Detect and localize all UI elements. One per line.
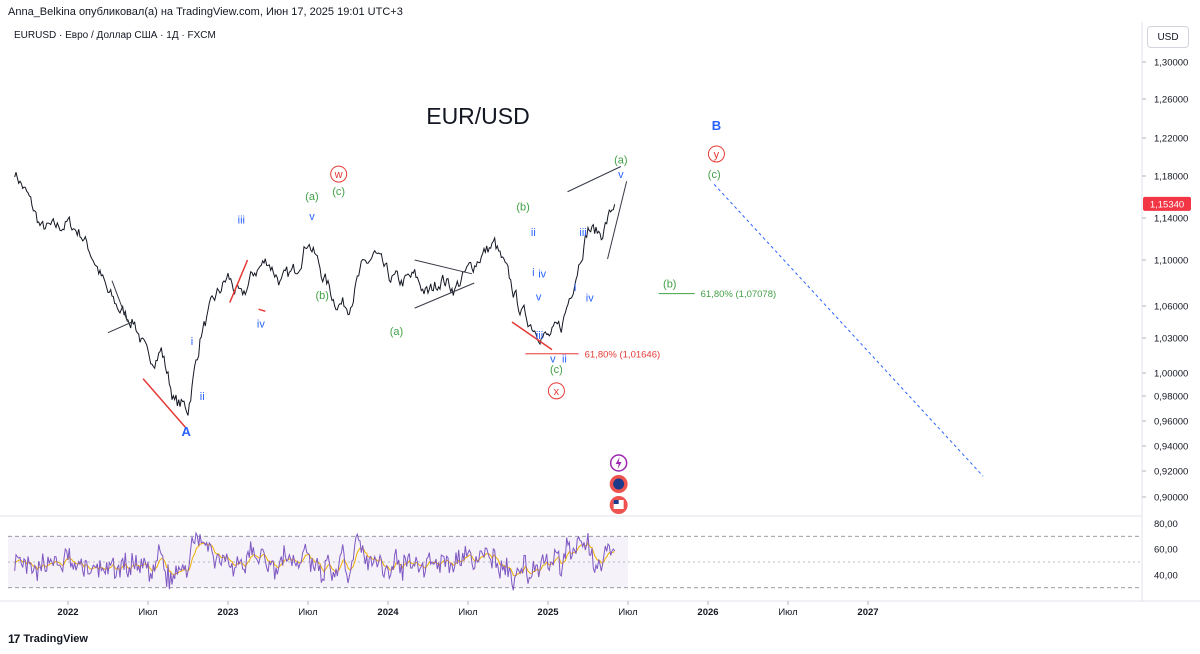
time-tick-label: 2026 xyxy=(697,607,718,618)
wave-c-trendline xyxy=(511,321,553,351)
wave-label: iii xyxy=(536,330,543,342)
wave-label: iv xyxy=(586,292,594,304)
flag-upper-line xyxy=(111,280,129,323)
wave-label: iv xyxy=(538,268,546,280)
wave-label: (a) xyxy=(390,326,403,338)
price-tick-label: 1,10000 xyxy=(1154,256,1188,267)
wave-label: (a) xyxy=(305,191,318,203)
wedge-upper-line xyxy=(567,166,622,193)
rsi-tick-label: 40,00 xyxy=(1154,570,1178,581)
wave-label: v xyxy=(536,291,542,303)
wave-label-circle xyxy=(330,165,348,183)
wave-label-circle xyxy=(707,145,725,163)
rsi-line xyxy=(14,531,616,591)
publish-line: Anna_Belkina опубликовал(а) на TradingVi… xyxy=(8,6,403,18)
rsi-tick-label: 60,00 xyxy=(1154,545,1178,556)
wave-label: y xyxy=(714,149,720,161)
price-tick-label: 1,26000 xyxy=(1154,95,1188,106)
rsi-tick-label: 80,00 xyxy=(1154,519,1178,530)
fib-level-label: 61,80% (1,01646) xyxy=(585,349,661,360)
price-tick-label: 1,03000 xyxy=(1154,334,1188,345)
price-series-line xyxy=(14,172,616,416)
wedge-lower-line xyxy=(607,181,628,260)
wave-label: i xyxy=(191,336,193,348)
price-tick-label: 0,92000 xyxy=(1154,467,1188,478)
price-tick-label: 1,18000 xyxy=(1154,172,1188,183)
triangle-upper-line xyxy=(414,259,473,275)
wave-label: (b) xyxy=(516,202,529,214)
wave-label: (c) xyxy=(550,364,563,376)
wave-label: ii xyxy=(562,354,567,366)
time-tick-label: 2022 xyxy=(57,607,78,618)
triangle-lower-line xyxy=(414,282,475,309)
wave-label: (b) xyxy=(663,279,676,291)
wave-label: i xyxy=(574,282,576,294)
currency-button[interactable]: USD xyxy=(1147,26,1189,48)
wave-label: B xyxy=(712,118,721,133)
flag-lower-line xyxy=(107,321,133,334)
lightning-icon xyxy=(609,454,628,472)
wave-label: A xyxy=(182,424,192,439)
fib-level-label: 61,80% (1,07078) xyxy=(701,289,777,300)
price-tick-label: 0,90000 xyxy=(1154,493,1188,504)
rsi-ma-line xyxy=(14,541,615,577)
price-tick-label: 1,22000 xyxy=(1154,134,1188,145)
wave-label: (c) xyxy=(332,186,345,198)
price-tick-label: 0,96000 xyxy=(1154,417,1188,428)
wave-iii-trendline xyxy=(229,259,249,303)
wave-label: (b) xyxy=(315,290,328,302)
wave-label: iv xyxy=(257,318,265,330)
time-tick-label: Июл xyxy=(618,607,637,618)
wave-a-trendline xyxy=(142,378,186,428)
wave-label-circle xyxy=(547,382,565,400)
time-tick-label: 2023 xyxy=(217,607,238,618)
flag-icon xyxy=(609,475,628,493)
wave-label: ii xyxy=(200,391,205,403)
wave-label: w xyxy=(334,169,343,181)
tradingview-logo-icon: 17 xyxy=(8,632,20,646)
price-tick-label: 1,06000 xyxy=(1154,302,1188,313)
brand-label: TradingView xyxy=(23,633,88,645)
wave-label: (a) xyxy=(614,155,627,167)
last-price-label: 1,15340 xyxy=(1150,199,1184,210)
wave-label: (c) xyxy=(708,169,721,181)
time-tick-label: 2025 xyxy=(537,607,559,618)
time-tick-label: Июл xyxy=(298,607,317,618)
wave-label: iii xyxy=(238,214,245,226)
tradingview-brand[interactable]: 17 TradingView xyxy=(8,632,88,646)
price-tick-label: 1,30000 xyxy=(1154,58,1188,69)
wave-label: v xyxy=(550,354,556,366)
price-tick-label: 1,14000 xyxy=(1154,214,1188,225)
time-tick-label: 2027 xyxy=(857,607,878,618)
symbol-title: EURUSD · Евро / Доллар США · 1Д · FXCM xyxy=(14,30,216,41)
last-price-tag xyxy=(1143,196,1191,211)
price-tick-label: 0,94000 xyxy=(1154,442,1188,453)
wave-label: x xyxy=(554,386,560,398)
wave-iv-trendline xyxy=(258,308,266,313)
projection-line xyxy=(713,184,984,477)
time-tick-label: 2024 xyxy=(377,607,399,618)
wave-label: v xyxy=(309,211,315,223)
time-tick-label: Июл xyxy=(778,607,797,618)
price-tick-label: 1,00000 xyxy=(1154,369,1188,380)
wave-label: v xyxy=(618,169,624,181)
us-flag-icon xyxy=(609,496,628,514)
wave-label: ii xyxy=(531,227,536,239)
wave-label: iii xyxy=(579,227,586,239)
wave-label: i xyxy=(532,267,534,279)
price-tick-label: 0,98000 xyxy=(1154,392,1188,403)
chart-title: EUR/USD xyxy=(426,103,530,129)
time-tick-label: Июл xyxy=(138,607,157,618)
time-tick-label: Июл xyxy=(458,607,477,618)
